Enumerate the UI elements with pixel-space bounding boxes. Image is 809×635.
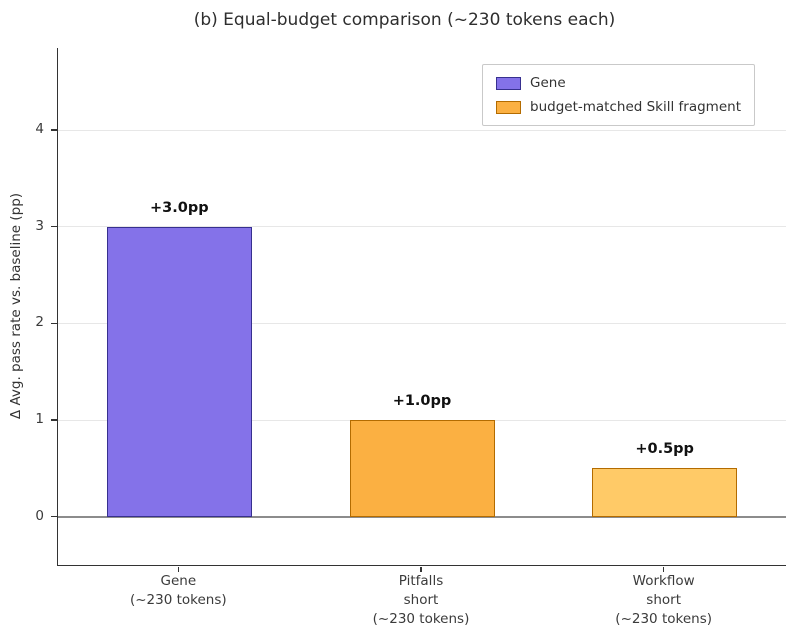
bar-value-label-0: +3.0pp bbox=[150, 199, 209, 216]
bar-2 bbox=[592, 468, 738, 517]
legend-entry-skill-fragment: budget-matched Skill fragment bbox=[496, 99, 741, 115]
x-tick-label-line: short bbox=[403, 592, 439, 608]
x-tick-label-line: (~230 tokens) bbox=[129, 592, 227, 608]
bar-1 bbox=[349, 420, 495, 517]
x-tick-label-line: Workflow bbox=[632, 573, 695, 589]
y-tick-mark-1 bbox=[51, 419, 57, 421]
legend-label-skill-fragment: budget-matched Skill fragment bbox=[530, 99, 741, 115]
gridline-y-4 bbox=[58, 129, 786, 131]
x-tick-mark-2 bbox=[662, 566, 665, 572]
bar-0 bbox=[106, 226, 252, 517]
gridline-y-3 bbox=[58, 226, 786, 228]
chart-title: (b) Equal-budget comparison (~230 tokens… bbox=[193, 10, 616, 30]
x-tick-label-line: (~230 tokens) bbox=[372, 611, 470, 627]
zero-baseline bbox=[58, 515, 786, 518]
legend-swatch-gene bbox=[496, 76, 522, 90]
y-tick-mark-2 bbox=[51, 322, 57, 325]
x-tick-label-line: short bbox=[646, 592, 682, 608]
x-tick-label-2: Workflow short (~230 tokens) bbox=[615, 572, 712, 629]
plot-area: +3.0pp +1.0pp +0.5pp bbox=[57, 48, 786, 566]
y-tick-mark-4 bbox=[51, 129, 57, 131]
gridline-y-2 bbox=[58, 322, 786, 324]
x-tick-label-line: Gene bbox=[160, 573, 197, 589]
y-tick-label-2: 2 bbox=[35, 314, 44, 331]
y-tick-label-3: 3 bbox=[35, 217, 44, 234]
legend-label-gene: Gene bbox=[530, 75, 566, 91]
y-tick-label-4: 4 bbox=[35, 121, 44, 138]
bar-value-label-1: +1.0pp bbox=[392, 393, 452, 410]
y-tick-mark-0 bbox=[51, 515, 57, 518]
legend: Gene budget-matched Skill fragment bbox=[482, 64, 755, 126]
y-tick-label-1: 1 bbox=[35, 411, 44, 428]
y-tick-mark-3 bbox=[51, 226, 57, 228]
legend-swatch-skill-fragment bbox=[496, 100, 522, 114]
x-tick-label-line: Pitfalls bbox=[398, 573, 444, 589]
x-tick-label-line: (~230 tokens) bbox=[615, 611, 713, 627]
y-tick-label-0: 0 bbox=[35, 507, 44, 524]
x-tick-mark-0 bbox=[177, 566, 180, 572]
x-tick-label-0: Gene (~230 tokens) bbox=[130, 572, 227, 610]
x-tick-label-1: Pitfalls short (~230 tokens) bbox=[373, 572, 470, 629]
legend-entry-gene: Gene bbox=[496, 75, 741, 91]
x-tick-mark-1 bbox=[420, 566, 422, 572]
bar-value-label-2: +0.5pp bbox=[635, 441, 694, 458]
